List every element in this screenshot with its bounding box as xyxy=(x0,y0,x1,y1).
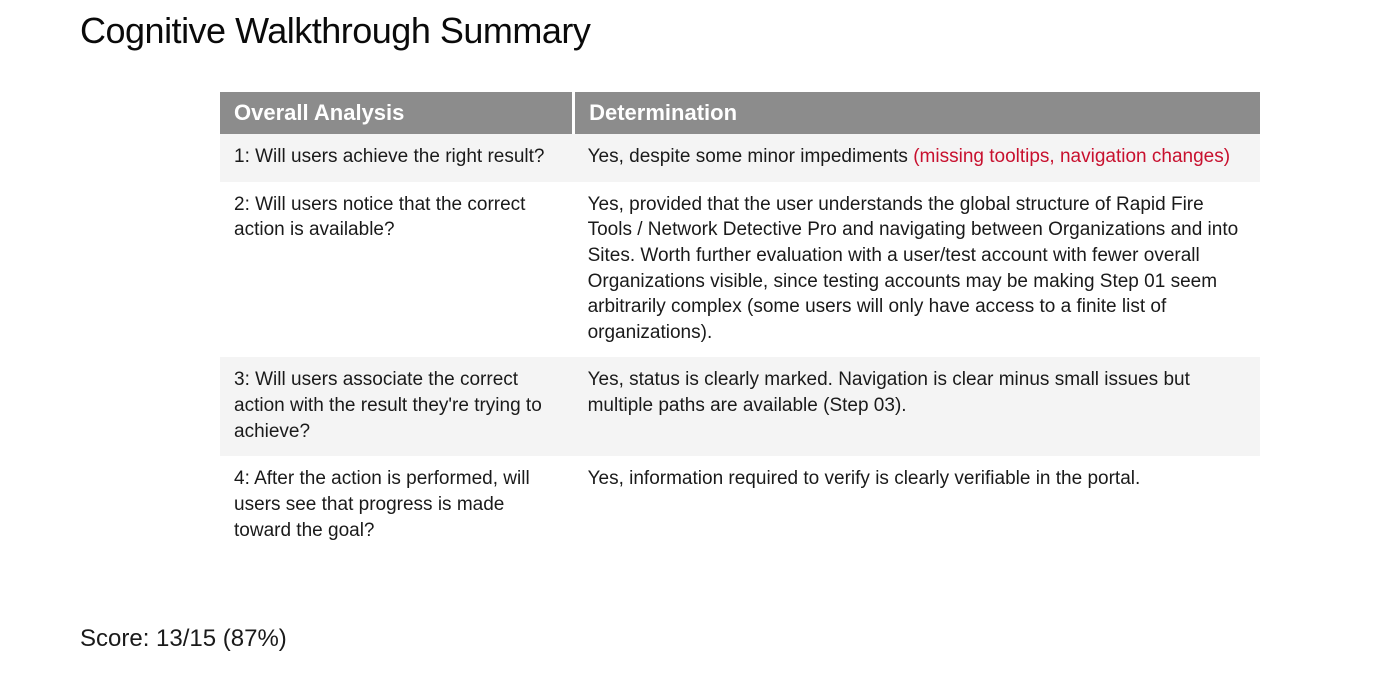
determination-cell: Yes, provided that the user understands … xyxy=(574,182,1260,358)
analysis-cell: 4: After the action is performed, will u… xyxy=(220,456,574,555)
determination-cell: Yes, status is clearly marked. Navigatio… xyxy=(574,357,1260,456)
table-row: 3: Will users associate the correct acti… xyxy=(220,357,1260,456)
determination-cell: Yes, despite some minor impediments (mis… xyxy=(574,134,1260,182)
col-header-determination: Determination xyxy=(574,92,1260,134)
analysis-cell: 3: Will users associate the correct acti… xyxy=(220,357,574,456)
col-header-analysis: Overall Analysis xyxy=(220,92,574,134)
table-row: 4: After the action is performed, will u… xyxy=(220,456,1260,555)
determination-cell: Yes, information required to verify is c… xyxy=(574,456,1260,555)
page-title: Cognitive Walkthrough Summary xyxy=(80,10,1320,52)
summary-table-wrap: Overall Analysis Determination 1: Will u… xyxy=(220,92,1260,555)
analysis-cell: 1: Will users achieve the right result? xyxy=(220,134,574,182)
determination-text: Yes, provided that the user understands … xyxy=(588,194,1239,343)
determination-text: Yes, despite some minor impediments xyxy=(588,146,914,167)
table-header-row: Overall Analysis Determination xyxy=(220,92,1260,134)
determination-text: Yes, information required to verify is c… xyxy=(588,468,1141,489)
analysis-cell: 2: Will users notice that the correct ac… xyxy=(220,182,574,358)
determination-text: Yes, status is clearly marked. Navigatio… xyxy=(588,369,1190,416)
table-row: 2: Will users notice that the correct ac… xyxy=(220,182,1260,358)
score-line: Score: 13/15 (87%) xyxy=(80,625,1320,653)
table-row: 1: Will users achieve the right result? … xyxy=(220,134,1260,182)
page-root: Cognitive Walkthrough Summary Overall An… xyxy=(0,0,1400,653)
determination-highlight: (missing tooltips, navigation changes) xyxy=(913,146,1230,167)
summary-table: Overall Analysis Determination 1: Will u… xyxy=(220,92,1260,555)
